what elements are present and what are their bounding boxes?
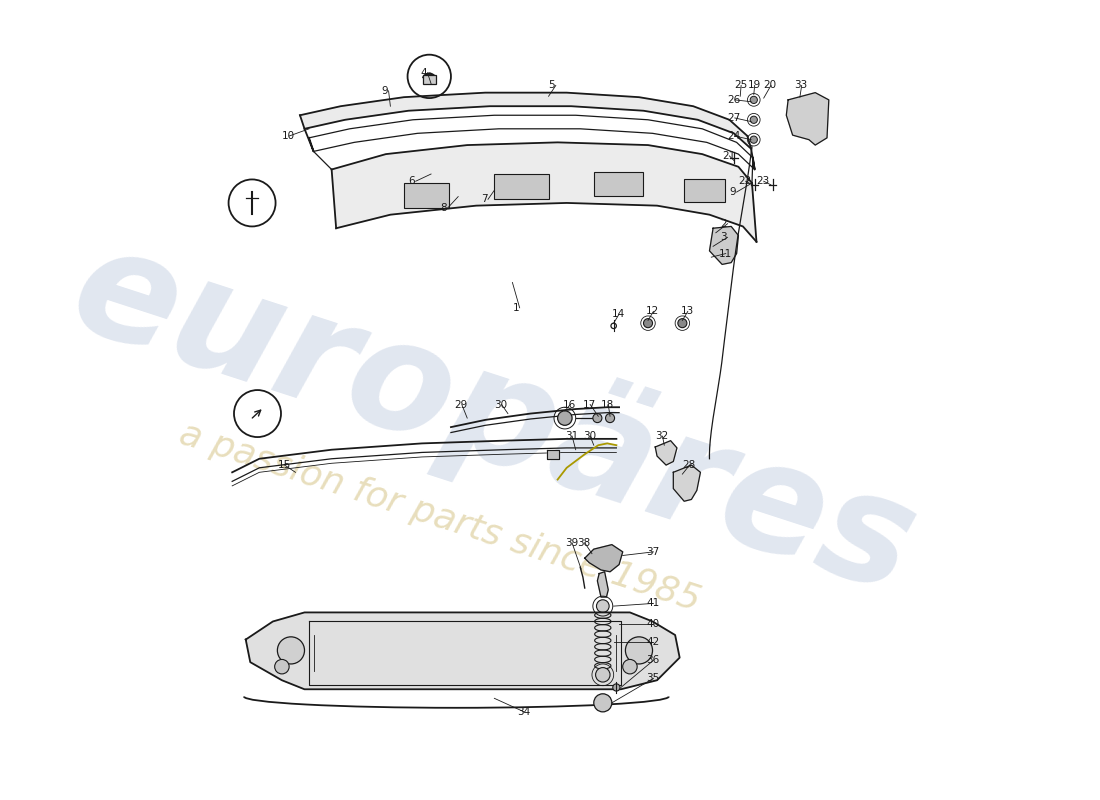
Polygon shape [585,545,623,572]
Text: 11: 11 [718,249,732,258]
Text: 25: 25 [734,81,747,90]
Text: 31: 31 [564,431,579,441]
Text: 14: 14 [612,309,625,319]
Text: 2: 2 [720,218,727,229]
Circle shape [593,414,602,422]
Text: 29: 29 [454,399,467,410]
Text: 20: 20 [763,81,777,90]
Circle shape [626,637,652,664]
Text: 39: 39 [564,538,579,548]
Circle shape [750,116,758,123]
Text: 33: 33 [794,81,807,90]
Text: 28: 28 [682,460,695,470]
Text: 36: 36 [646,655,660,666]
Text: 10: 10 [282,131,295,141]
Text: 42: 42 [646,638,660,647]
Text: 12: 12 [646,306,660,317]
Text: 37: 37 [646,547,660,557]
Bar [594,172,643,196]
Text: 35: 35 [646,674,660,683]
Circle shape [623,659,637,674]
Text: 24: 24 [727,131,740,141]
Circle shape [750,136,758,143]
Text: 22: 22 [738,176,751,186]
Text: 30: 30 [494,399,507,410]
Text: 17: 17 [583,399,596,410]
Text: 8: 8 [440,203,447,214]
Circle shape [594,694,612,712]
Text: 15: 15 [277,460,290,470]
Text: 13: 13 [681,306,694,317]
Text: 41: 41 [646,598,660,608]
Text: 9: 9 [382,86,388,96]
Text: 9: 9 [729,187,736,197]
Text: 40: 40 [646,619,659,629]
Bar [404,183,449,208]
Polygon shape [331,142,757,242]
Circle shape [605,414,615,422]
Text: 32: 32 [656,431,669,441]
Polygon shape [786,93,828,145]
Bar [422,74,436,84]
Circle shape [277,637,305,664]
Circle shape [595,667,610,682]
Text: 19: 19 [747,81,761,90]
Bar [684,178,725,202]
Bar [494,174,549,199]
Text: 7: 7 [481,194,487,204]
Text: 5: 5 [549,81,556,90]
Text: 21: 21 [722,151,736,161]
Polygon shape [673,465,701,502]
Text: 23: 23 [757,176,770,186]
Polygon shape [597,572,608,597]
Circle shape [275,659,289,674]
Text: 30: 30 [583,431,596,441]
Circle shape [644,318,652,328]
Polygon shape [710,226,738,265]
Text: 38: 38 [578,538,591,548]
Circle shape [678,318,686,328]
Text: 26: 26 [727,95,740,105]
Text: 1: 1 [513,302,519,313]
Circle shape [596,600,609,613]
Circle shape [558,411,572,426]
Text: 27: 27 [727,113,740,123]
Text: europäres: europäres [55,211,934,625]
Circle shape [613,684,620,691]
Text: a passion for parts since 1985: a passion for parts since 1985 [175,417,705,618]
Text: 3: 3 [720,232,727,242]
Text: 18: 18 [601,399,614,410]
Polygon shape [547,450,560,458]
Polygon shape [245,613,680,690]
Text: 16: 16 [563,399,576,410]
Polygon shape [656,441,676,465]
Polygon shape [300,93,751,149]
Text: 4: 4 [420,68,427,78]
Text: 6: 6 [408,176,415,186]
Circle shape [750,96,758,103]
Text: 34: 34 [517,707,530,717]
